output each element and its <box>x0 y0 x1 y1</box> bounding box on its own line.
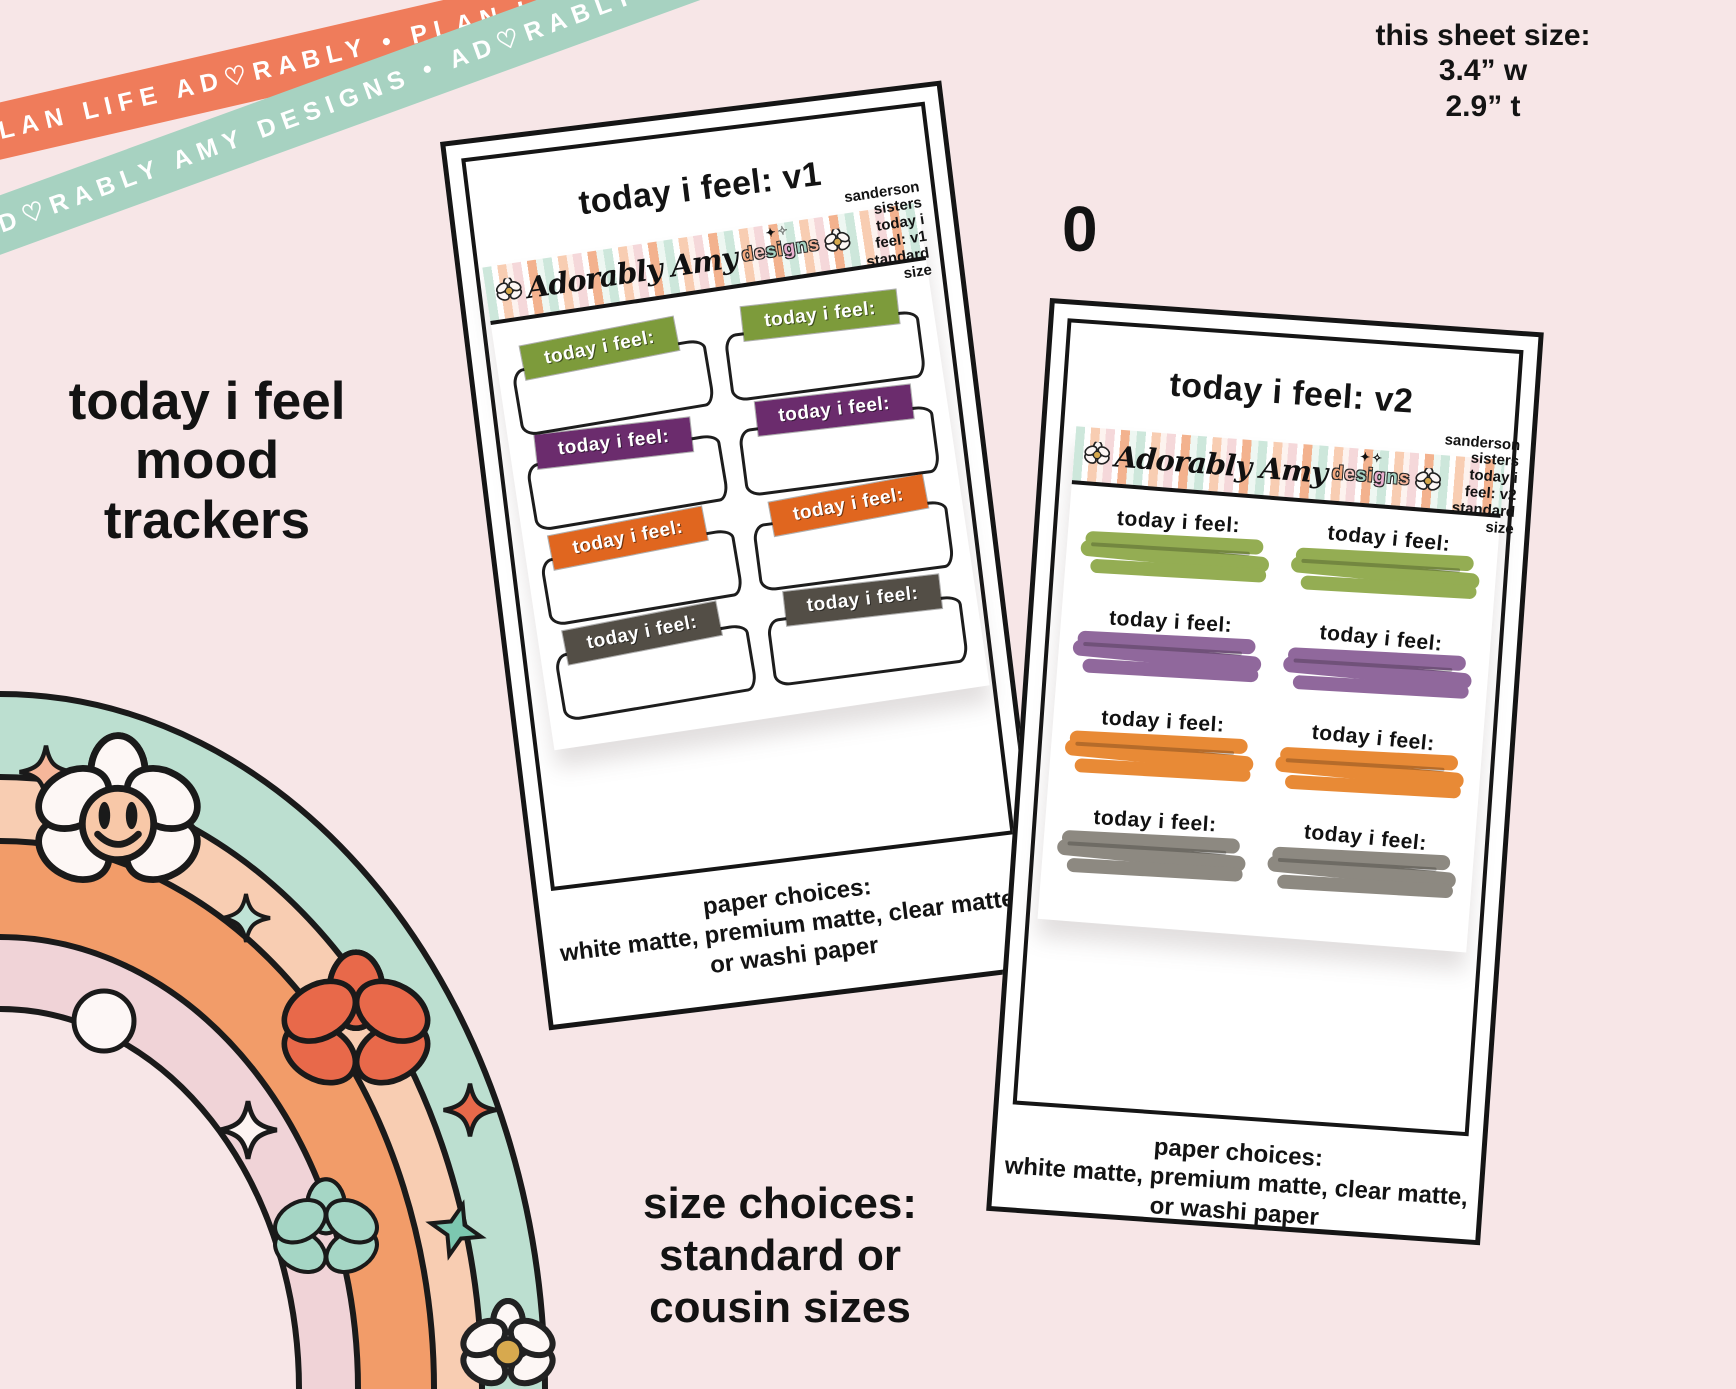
headline-line: today i feel <box>68 372 346 431</box>
headline-line: mood <box>134 431 280 491</box>
paper-choices-note: paper choices: white matte, premium matt… <box>991 1121 1481 1242</box>
flower-petal-icon <box>71 988 137 1054</box>
sticker-grid-v1: today i feel: today i feel: today i feel… <box>490 260 989 750</box>
sticker-sheet-mockup-v2: Adorably Amy ✦✧ designs sanderson sisters… <box>1037 426 1520 953</box>
daisy-icon <box>1413 467 1442 494</box>
sheet-meta: sanderson sisters today i feel: v2 stand… <box>1437 431 1521 538</box>
sticker-sheet-card-v1: today i feel: v1 Adorably Amy ✦✧ designs … <box>440 80 1051 1031</box>
sticker-sheet-mockup-v1: Adorably Amy ✦✧ designs sanderson sisters… <box>481 178 990 751</box>
sheet-size-note: this sheet size: 3.4” w 2.9” t <box>1318 18 1648 124</box>
size-note-line: size choices: <box>643 1179 917 1228</box>
brand-sub-letters: designs <box>1330 462 1411 490</box>
sheet-meta: sanderson sisters today i feel: v1 stand… <box>842 178 933 290</box>
retro-rainbow-graphic <box>0 691 600 1389</box>
mood-tracker-swatch: today i feel: <box>1052 802 1250 917</box>
size-choices-note: size choices: standard or cousin sizes <box>590 1178 970 1334</box>
mood-tracker-swatch: today i feel: <box>1286 520 1484 635</box>
size-note-line: standard or <box>658 1230 902 1280</box>
daisy-icon <box>822 227 852 255</box>
daisy-icon <box>493 276 524 305</box>
product-headline: today i feel mood trackers <box>22 372 392 550</box>
headline-line: trackers <box>103 490 311 550</box>
sheet-size-line: 3.4” w <box>1438 54 1528 88</box>
card-inner-frame: today i feel: v2 Adorably Amy ✦✧ designs … <box>1012 318 1524 1137</box>
brand-script: Adorably Amy <box>1113 439 1328 490</box>
sticker-grid-v2: today i feel: today i feel: today i feel… <box>1037 484 1500 952</box>
mood-tracker-swatch: today i feel: <box>1068 603 1266 718</box>
mood-tracker-swatch: today i feel: <box>1278 619 1476 734</box>
size-note-line: cousin sizes <box>649 1282 911 1332</box>
mood-tracker-swatch: today i feel: <box>1271 719 1469 834</box>
mood-tracker-swatch: today i feel: <box>1060 702 1258 817</box>
brand-sub: ✦✧ designs <box>739 223 821 267</box>
sticker-sheet-card-v2: today i feel: v2 Adorably Amy ✦✧ designs … <box>986 298 1544 1246</box>
sheet-size-line: this sheet size: <box>1375 19 1591 52</box>
sparkle-icon: ✦✧ <box>1358 449 1385 466</box>
card-title: today i feel: v2 <box>1168 365 1415 421</box>
smiley-daisy-icon <box>35 732 201 884</box>
daisy-icon <box>1082 440 1111 468</box>
sheet-size-line: 2.9” t <box>1445 89 1521 123</box>
mood-tracker-swatch: today i feel: <box>1263 819 1461 934</box>
brand-sub: ✦✧ designs <box>1330 450 1411 490</box>
brand-sub-letters: designs <box>739 233 821 267</box>
stray-zero-character: 0 <box>1062 193 1098 265</box>
mood-tracker-swatch: today i feel: <box>1076 503 1274 618</box>
card-inner-frame: today i feel: v1 Adorably Amy ✦✧ designs … <box>461 101 1015 892</box>
